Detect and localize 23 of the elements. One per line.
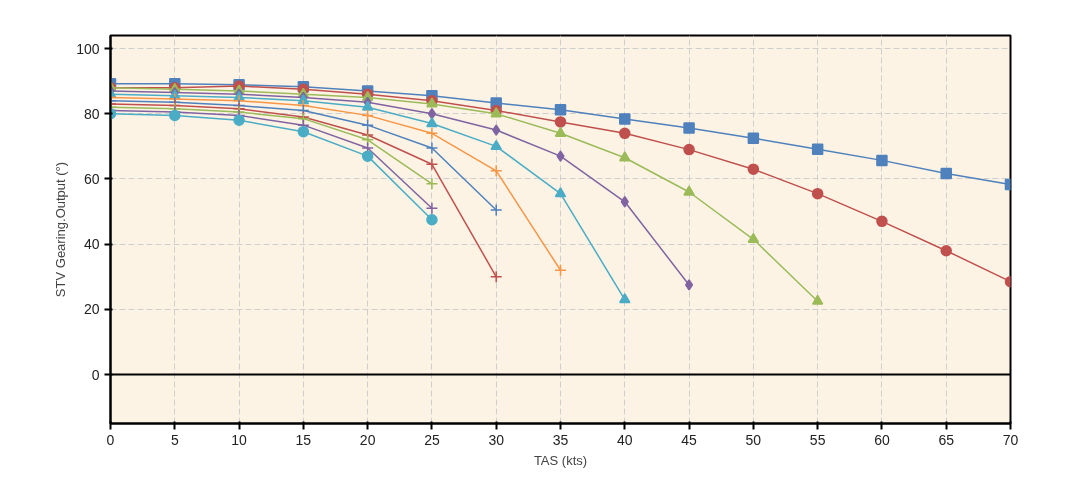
x-tick-label: 65 xyxy=(938,431,955,448)
y-tick-label: 80 xyxy=(83,105,100,122)
x-tick-label: 40 xyxy=(617,431,633,448)
x-tick-label: 0 xyxy=(106,431,115,448)
x-tick-label: 15 xyxy=(295,431,312,448)
x-tick-label: 5 xyxy=(170,431,179,448)
y-tick-label: 100 xyxy=(76,40,100,57)
x-tick-label: 35 xyxy=(552,431,569,448)
y-axis-title: STV Gearing.Output (°) xyxy=(53,161,69,298)
x-tick-label: 45 xyxy=(681,431,698,448)
y-tick-label: 20 xyxy=(83,301,100,318)
x-tick-label: 25 xyxy=(424,431,440,448)
y-tick-label: 60 xyxy=(83,170,100,187)
x-axis-title: TAS (kts) xyxy=(533,452,588,468)
x-tick-label: 20 xyxy=(359,431,376,448)
y-tick-label: 40 xyxy=(83,236,100,253)
x-tick-label: 50 xyxy=(745,431,762,448)
x-tick-label: 30 xyxy=(488,431,505,448)
x-tick-label: 70 xyxy=(1002,431,1019,448)
x-tick-label: 10 xyxy=(231,431,248,448)
x-tick-label: 55 xyxy=(809,431,826,448)
y-tick-label: 0 xyxy=(91,366,100,383)
x-tick-label: 60 xyxy=(874,431,890,448)
